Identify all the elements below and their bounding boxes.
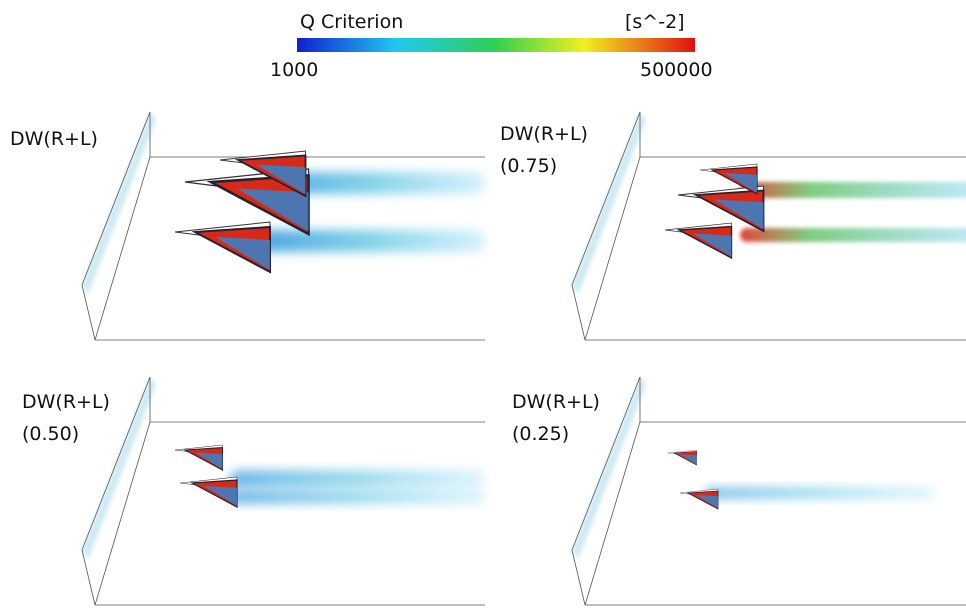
colorbar-min: 1000	[270, 59, 318, 81]
panel-label: DW(R+L)	[22, 391, 110, 413]
panel	[572, 112, 966, 340]
colorbar-gradient	[297, 38, 695, 52]
colorbar-max: 500000	[640, 59, 713, 81]
colorbar: Q Criterion [s^-2] 1000 500000	[270, 11, 713, 81]
panel-label: DW(R+L)	[10, 128, 98, 150]
panel	[82, 377, 485, 605]
panel	[82, 112, 485, 340]
page: Q Criterion [s^-2] 1000 500000 DW(R+L) D…	[0, 0, 966, 609]
figure: Q Criterion [s^-2] 1000 500000 DW(R+L) D…	[0, 0, 966, 609]
colorbar-unit: [s^-2]	[625, 11, 685, 33]
colorbar-title: Q Criterion	[300, 11, 403, 33]
panel-label: DW(R+L)	[512, 391, 600, 413]
panel-sublabel: (0.25)	[512, 423, 569, 445]
panel	[572, 377, 966, 605]
panel-label: DW(R+L)	[500, 123, 588, 145]
panel-sublabel: (0.75)	[500, 155, 557, 177]
panel-sublabel: (0.50)	[22, 423, 79, 445]
